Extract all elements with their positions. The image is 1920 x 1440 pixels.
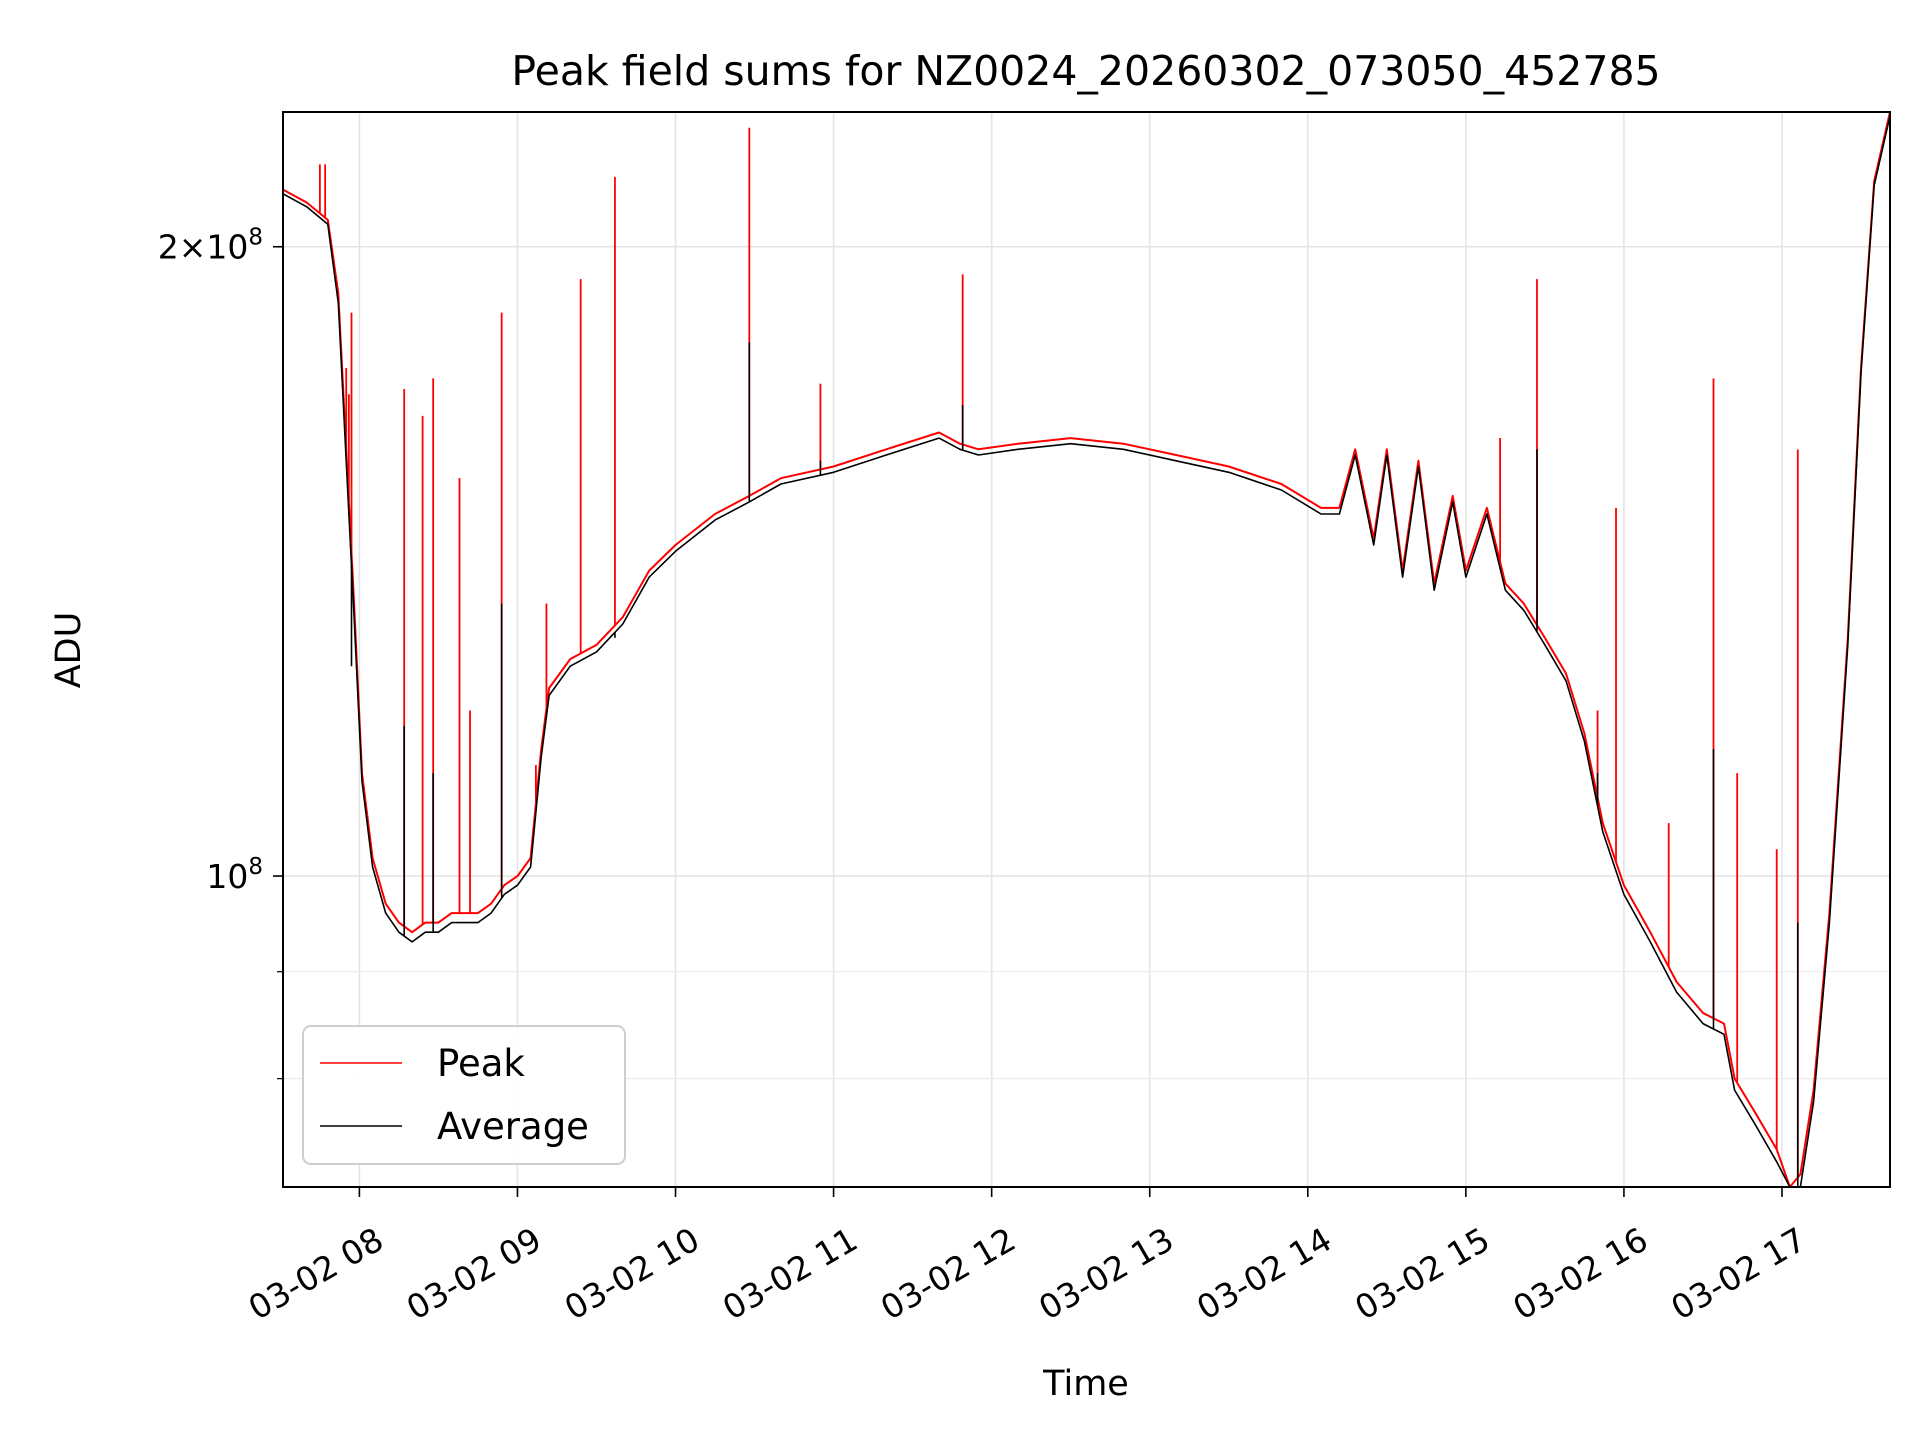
legend-label-peak: Peak [437,1042,525,1085]
legend-box [302,1025,626,1165]
legend-label-average: Average [437,1105,589,1148]
series-line-peak [282,111,1891,1188]
x-axis-label: Time [1042,1364,1129,1404]
y-axis-label: ADU [49,612,89,689]
series-line-average [282,115,1891,1188]
grid [283,112,1890,1187]
legend: Peak Average [302,1025,626,1165]
chart-title: Peak field sums for NZ0024_20260302_0730… [511,47,1660,95]
series-layer [282,111,1891,1188]
plot-frame [282,111,1891,1188]
y-tick-label: 2×108 [158,225,263,267]
